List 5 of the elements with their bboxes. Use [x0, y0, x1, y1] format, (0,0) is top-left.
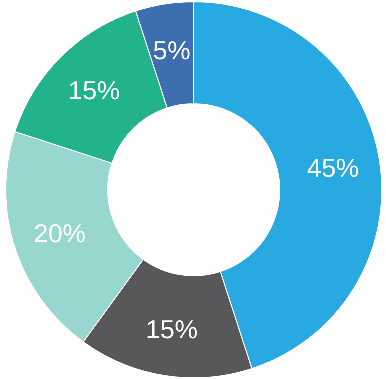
- data-label: 45%: [307, 152, 360, 183]
- data-label: 5%: [153, 36, 191, 66]
- data-label: 15%: [146, 314, 198, 344]
- data-label: 20%: [34, 218, 86, 249]
- data-label: 15%: [68, 75, 120, 106]
